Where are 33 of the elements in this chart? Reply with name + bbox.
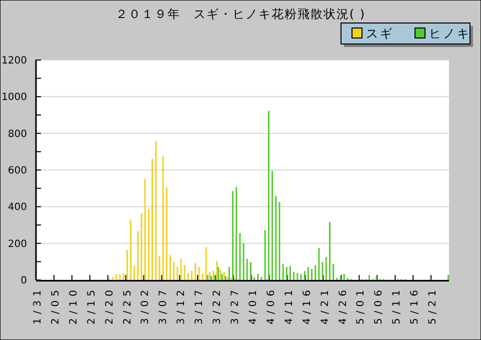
x-tick-label: 2/20: [104, 286, 116, 324]
x-tick-label: 5/01: [356, 286, 367, 324]
x-tick-label: 2/05: [50, 286, 62, 324]
x-tick-label: 3/22: [212, 286, 224, 324]
y-tick-label: 0: [20, 276, 27, 286]
x-tick-label: 3/07: [158, 286, 170, 324]
x-tick-label: 5/21: [428, 286, 439, 324]
x-tick-label: 5/11: [392, 286, 403, 324]
y-tick-label: 800: [8, 128, 27, 140]
x-tick-label: 1/31: [32, 286, 44, 324]
y-tick-label: 400: [8, 202, 27, 214]
x-tick-label: 4/06: [266, 286, 277, 324]
y-tick-label: 1000: [2, 92, 27, 104]
legend-label: ヒノキ: [429, 26, 471, 40]
x-tick-label: 3/17: [194, 286, 206, 324]
y-tick-label: 600: [8, 166, 27, 176]
x-tick-label: 4/26: [338, 286, 349, 324]
legend-label: スギ: [366, 26, 394, 40]
x-tick-label: 4/16: [302, 286, 313, 324]
x-tick-label: 5/16: [410, 286, 421, 324]
chart-title: ２０１９年 スギ・ヒノキ花粉飛散状況( ): [115, 7, 366, 21]
y-tick-label: 1200: [2, 56, 27, 66]
x-tick-label: 4/01: [248, 286, 259, 324]
x-tick-label: 4/21: [320, 286, 331, 324]
x-tick-label: 2/15: [86, 286, 98, 324]
x-tick-label: 5/06: [374, 286, 385, 324]
x-tick-label: 3/02: [140, 286, 152, 324]
x-tick-label: 3/27: [230, 286, 242, 324]
x-tick-label: 2/25: [122, 286, 134, 324]
x-tick-label: 4/11: [284, 286, 295, 324]
x-tick-label: 2/10: [68, 286, 80, 324]
x-tick-label: 3/12: [176, 286, 188, 324]
y-tick-label: 200: [8, 238, 27, 250]
